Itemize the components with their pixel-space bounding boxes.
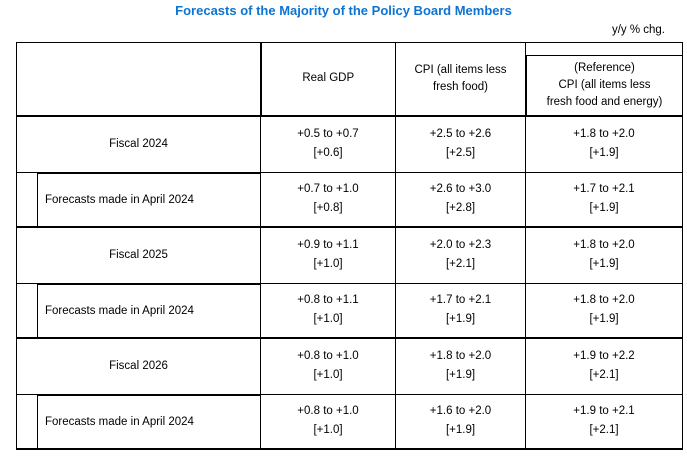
forecast-range: +2.0 to +2.3 [429,239,492,252]
forecast-range: +0.7 to +1.0 [297,183,359,196]
forecast-range: +0.9 to +1.1 [297,239,359,252]
gdp-forecast-cell: +0.8 to +1.0 [+1.0] [260,394,396,450]
table-header-row: Real GDP CPI (all items less fresh food)… [16,42,683,117]
table-row-april-forecast-2024: Forecasts made in April 2024 +0.7 to +1.… [16,172,683,228]
forecast-range: +0.8 to +1.0 [297,350,359,363]
forecast-range: +0.8 to +1.1 [297,294,359,307]
april-forecast-label-cell: Forecasts made in April 2024 [16,172,261,228]
forecast-median: [+1.0] [313,258,343,271]
gdp-forecast-cell: +0.9 to +1.1 [+1.0] [260,226,396,284]
fiscal-year-label: Fiscal 2026 [16,337,261,395]
april-forecast-label: Forecasts made in April 2024 [45,304,194,317]
april-forecast-indent-box: Forecasts made in April 2024 [37,395,260,448]
header-cell-cpi: CPI (all items less fresh food) [395,42,526,117]
cpi-forecast-cell: +2.0 to +2.3 [+2.1] [395,226,526,284]
forecast-median: [+1.9] [589,258,619,271]
cpi-reference-forecast-cell: +1.8 to +2.0 [+1.9] [525,226,683,284]
forecast-range: +1.8 to +2.0 [573,128,635,141]
gdp-forecast-cell: +0.5 to +0.7 [+0.6] [260,115,396,173]
forecast-median: [+1.9] [589,202,619,215]
table-row-fiscal-2025: Fiscal 2025 +0.9 to +1.1 [+1.0] +2.0 to … [16,226,683,284]
forecast-median: [+2.1] [589,369,619,382]
gdp-forecast-cell: +0.8 to +1.0 [+1.0] [260,337,396,395]
forecast-median: [+1.9] [589,313,619,326]
forecast-range: +1.8 to +2.0 [429,350,492,363]
april-forecast-indent-box: Forecasts made in April 2024 [37,173,260,226]
forecast-range: +1.6 to +2.0 [429,405,492,418]
table-row-april-forecast-2025: Forecasts made in April 2024 +0.8 to +1.… [16,283,683,339]
forecast-median: [+0.8] [313,202,343,215]
cpi-reference-forecast-cell: +1.8 to +2.0 [+1.9] [525,283,683,339]
forecast-range: +0.8 to +1.0 [297,405,359,418]
forecast-median: [+1.0] [313,313,343,326]
forecast-median: [+0.6] [313,147,343,160]
forecast-range: +1.9 to +2.2 [573,350,635,363]
forecast-median: [+1.9] [445,424,476,437]
header-cell-gdp: Real GDP [260,42,396,117]
cpi-forecast-cell: +1.6 to +2.0 [+1.9] [395,394,526,450]
april-forecast-label: Forecasts made in April 2024 [45,415,194,428]
cpi-forecast-cell: +2.5 to +2.6 [+2.5] [395,115,526,173]
reference-header-box: (Reference) CPI (all items less fresh fo… [526,55,682,115]
table-row-fiscal-2026: Fiscal 2026 +0.8 to +1.0 [+1.0] +1.8 to … [16,337,683,395]
header-cell-empty [16,42,262,117]
forecast-range: +1.7 to +2.1 [573,183,635,196]
table-row-fiscal-2024: Fiscal 2024 +0.5 to +0.7 [+0.6] +2.5 to … [16,115,683,173]
cpi-forecast-cell: +2.6 to +3.0 [+2.8] [395,172,526,228]
cpi-forecast-cell: +1.8 to +2.0 [+1.9] [395,337,526,395]
header-cell-cpi-reference: (Reference) CPI (all items less fresh fo… [525,42,683,117]
forecast-median: [+1.9] [445,369,476,382]
forecast-median: [+1.0] [313,369,343,382]
forecast-median: [+1.9] [589,147,619,160]
forecast-range: +1.9 to +2.1 [573,405,635,418]
cpi-reference-forecast-cell: +1.8 to +2.0 [+1.9] [525,115,683,173]
april-forecast-indent-box: Forecasts made in April 2024 [37,284,260,337]
cpi-reference-forecast-cell: +1.9 to +2.1 [+2.1] [525,394,683,450]
april-forecast-label-cell: Forecasts made in April 2024 [16,283,261,339]
forecast-range: +1.8 to +2.0 [573,294,635,307]
forecast-median: [+1.9] [445,313,476,326]
cpi-forecast-cell: +1.7 to +2.1 [+1.9] [395,283,526,339]
page-title: Forecasts of the Majority of the Policy … [175,3,512,18]
forecast-table: Real GDP CPI (all items less fresh food)… [16,42,683,450]
fiscal-year-label: Fiscal 2025 [16,226,261,284]
forecast-median: [+1.0] [313,424,343,437]
forecast-median: [+2.1] [589,424,619,437]
forecast-range: +1.7 to +2.1 [429,294,492,307]
april-forecast-label: Forecasts made in April 2024 [45,193,194,206]
unit-note: y/y % chg. [611,24,665,36]
fiscal-year-label: Fiscal 2024 [16,115,261,173]
gdp-forecast-cell: +0.7 to +1.0 [+0.8] [260,172,396,228]
forecast-median: [+2.8] [445,202,476,215]
forecast-range: +2.6 to +3.0 [429,183,492,196]
gdp-forecast-cell: +0.8 to +1.1 [+1.0] [260,283,396,339]
cpi-reference-forecast-cell: +1.9 to +2.2 [+2.1] [525,337,683,395]
forecast-median: [+2.5] [445,147,476,160]
forecast-median: [+2.1] [445,258,476,271]
forecast-range: +0.5 to +0.7 [297,128,359,141]
table-row-april-forecast-2026: Forecasts made in April 2024 +0.8 to +1.… [16,394,683,450]
april-forecast-label-cell: Forecasts made in April 2024 [16,394,261,450]
forecast-range: +1.8 to +2.0 [573,239,635,252]
cpi-reference-forecast-cell: +1.7 to +2.1 [+1.9] [525,172,683,228]
forecast-range: +2.5 to +2.6 [429,128,492,141]
